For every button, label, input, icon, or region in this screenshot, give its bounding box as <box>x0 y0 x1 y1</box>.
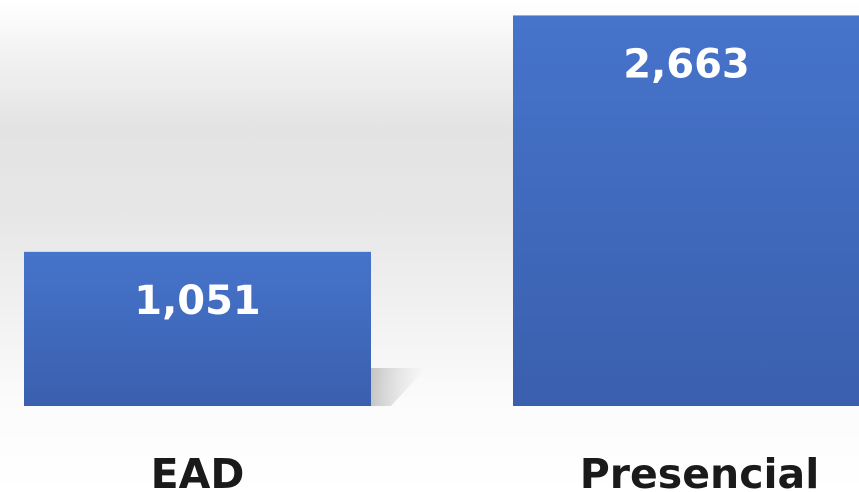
category-label-presencial: Presencial <box>580 450 820 492</box>
data-label-ead: 1,051 <box>134 278 261 324</box>
bar-presencial <box>513 15 859 406</box>
data-label-presencial: 2,663 <box>623 41 750 87</box>
bar-shadow-ead <box>371 368 426 406</box>
bar-shadows <box>371 368 426 406</box>
bar-ead <box>24 251 371 406</box>
category-label-ead: EAD <box>151 450 245 492</box>
bars-group <box>24 15 859 406</box>
category-labels-group: EAD Presencial <box>151 450 820 492</box>
value-labels-group: 1,051 2,663 <box>134 41 750 323</box>
